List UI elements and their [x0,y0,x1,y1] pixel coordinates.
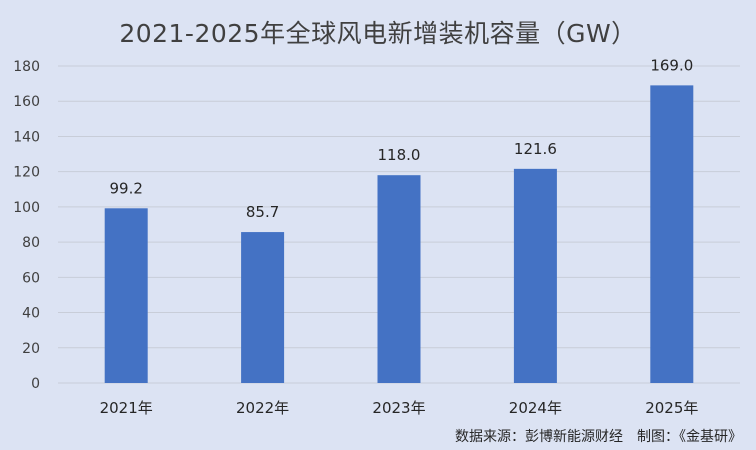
bar [650,85,694,383]
bar [513,168,557,383]
y-tick-label: 140 [13,129,40,145]
bar [377,175,421,383]
bar [241,232,285,383]
x-category-label: 2024年 [509,399,562,417]
chart-title: 2021-2025年全球风电新增装机容量（GW） [119,19,637,48]
data-label: 99.2 [109,179,142,197]
data-label: 85.7 [246,203,279,221]
source-note: 数据来源：彭博新能源财经 制图：《金基研》 [455,429,742,445]
y-tick-label: 0 [31,376,40,392]
x-category-label: 2022年 [236,399,289,417]
y-tick-label: 180 [13,59,40,75]
bar [104,208,148,383]
x-category-label: 2023年 [372,399,425,417]
y-tick-label: 20 [22,341,40,357]
y-tick-label: 100 [13,200,40,216]
y-tick-label: 60 [22,270,40,286]
y-tick-label: 120 [13,165,40,181]
y-tick-label: 160 [13,94,40,110]
x-category-label: 2025年 [645,399,698,417]
data-label: 169.0 [650,56,693,74]
x-category-label: 2021年 [100,399,153,417]
y-tick-label: 80 [22,235,40,251]
data-label: 121.6 [514,140,557,158]
y-tick-label: 40 [22,306,40,322]
data-label: 118.0 [378,146,421,164]
